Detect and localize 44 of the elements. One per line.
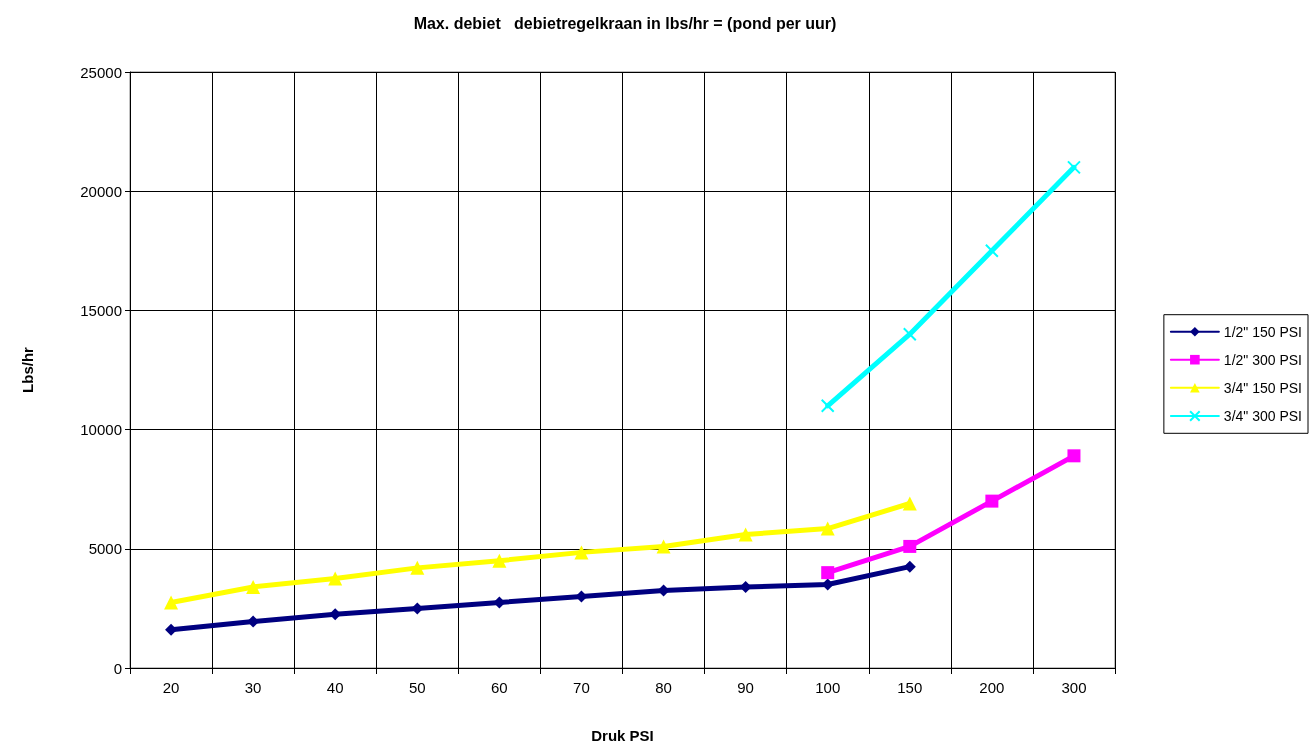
x-tick-label: 100 xyxy=(815,679,841,696)
point xyxy=(984,243,999,258)
point xyxy=(820,398,835,413)
point xyxy=(492,553,507,568)
point xyxy=(903,560,916,573)
point xyxy=(164,595,179,610)
legend-label: 1/2" 150 PSI xyxy=(1223,323,1303,340)
x-tick-label: 30 xyxy=(244,679,262,696)
x-tick-label: 60 xyxy=(491,679,508,696)
chart-title: Max. debiet debietregelkraan in lbs/hr = (pond per uur) xyxy=(413,14,837,32)
point xyxy=(738,527,753,542)
point xyxy=(902,327,917,342)
legend-label: 3/4" 150 PSI xyxy=(1223,379,1303,396)
y-axis-title: Lbs/hr xyxy=(19,346,36,393)
point xyxy=(985,494,999,508)
x-tick-label: 70 xyxy=(573,679,590,696)
x-tick-label: 200 xyxy=(979,679,1005,696)
point xyxy=(410,560,425,575)
y-tick-label: 10000 xyxy=(80,421,122,439)
x-tick-label: 20 xyxy=(162,679,180,696)
point xyxy=(820,521,835,536)
point xyxy=(246,579,261,594)
point xyxy=(903,539,917,553)
x-tick-label: 150 xyxy=(897,679,923,696)
legend-label: 1/2" 300 PSI xyxy=(1223,351,1303,368)
y-tick-label: 20000 xyxy=(80,182,122,200)
point xyxy=(821,566,835,580)
y-tick-label: 25000 xyxy=(80,63,122,81)
x-tick-label: 90 xyxy=(737,679,754,696)
point xyxy=(328,571,343,586)
y-tick-label: 15000 xyxy=(80,301,122,319)
legend-label: 3/4" 300 PSI xyxy=(1223,408,1303,424)
point xyxy=(574,545,589,560)
y-tick-label: 5000 xyxy=(88,540,122,558)
point xyxy=(1067,449,1081,463)
x-axis-title: Druk PSI xyxy=(591,727,654,744)
x-tick-label: 40 xyxy=(326,679,344,696)
x-tick-label: 80 xyxy=(655,679,672,696)
point xyxy=(1066,160,1081,175)
x-tick-label: 300 xyxy=(1061,679,1087,696)
y-tick-label: 0 xyxy=(113,659,122,677)
point xyxy=(902,496,917,511)
x-tick-label: 50 xyxy=(408,679,426,696)
point xyxy=(656,539,671,554)
